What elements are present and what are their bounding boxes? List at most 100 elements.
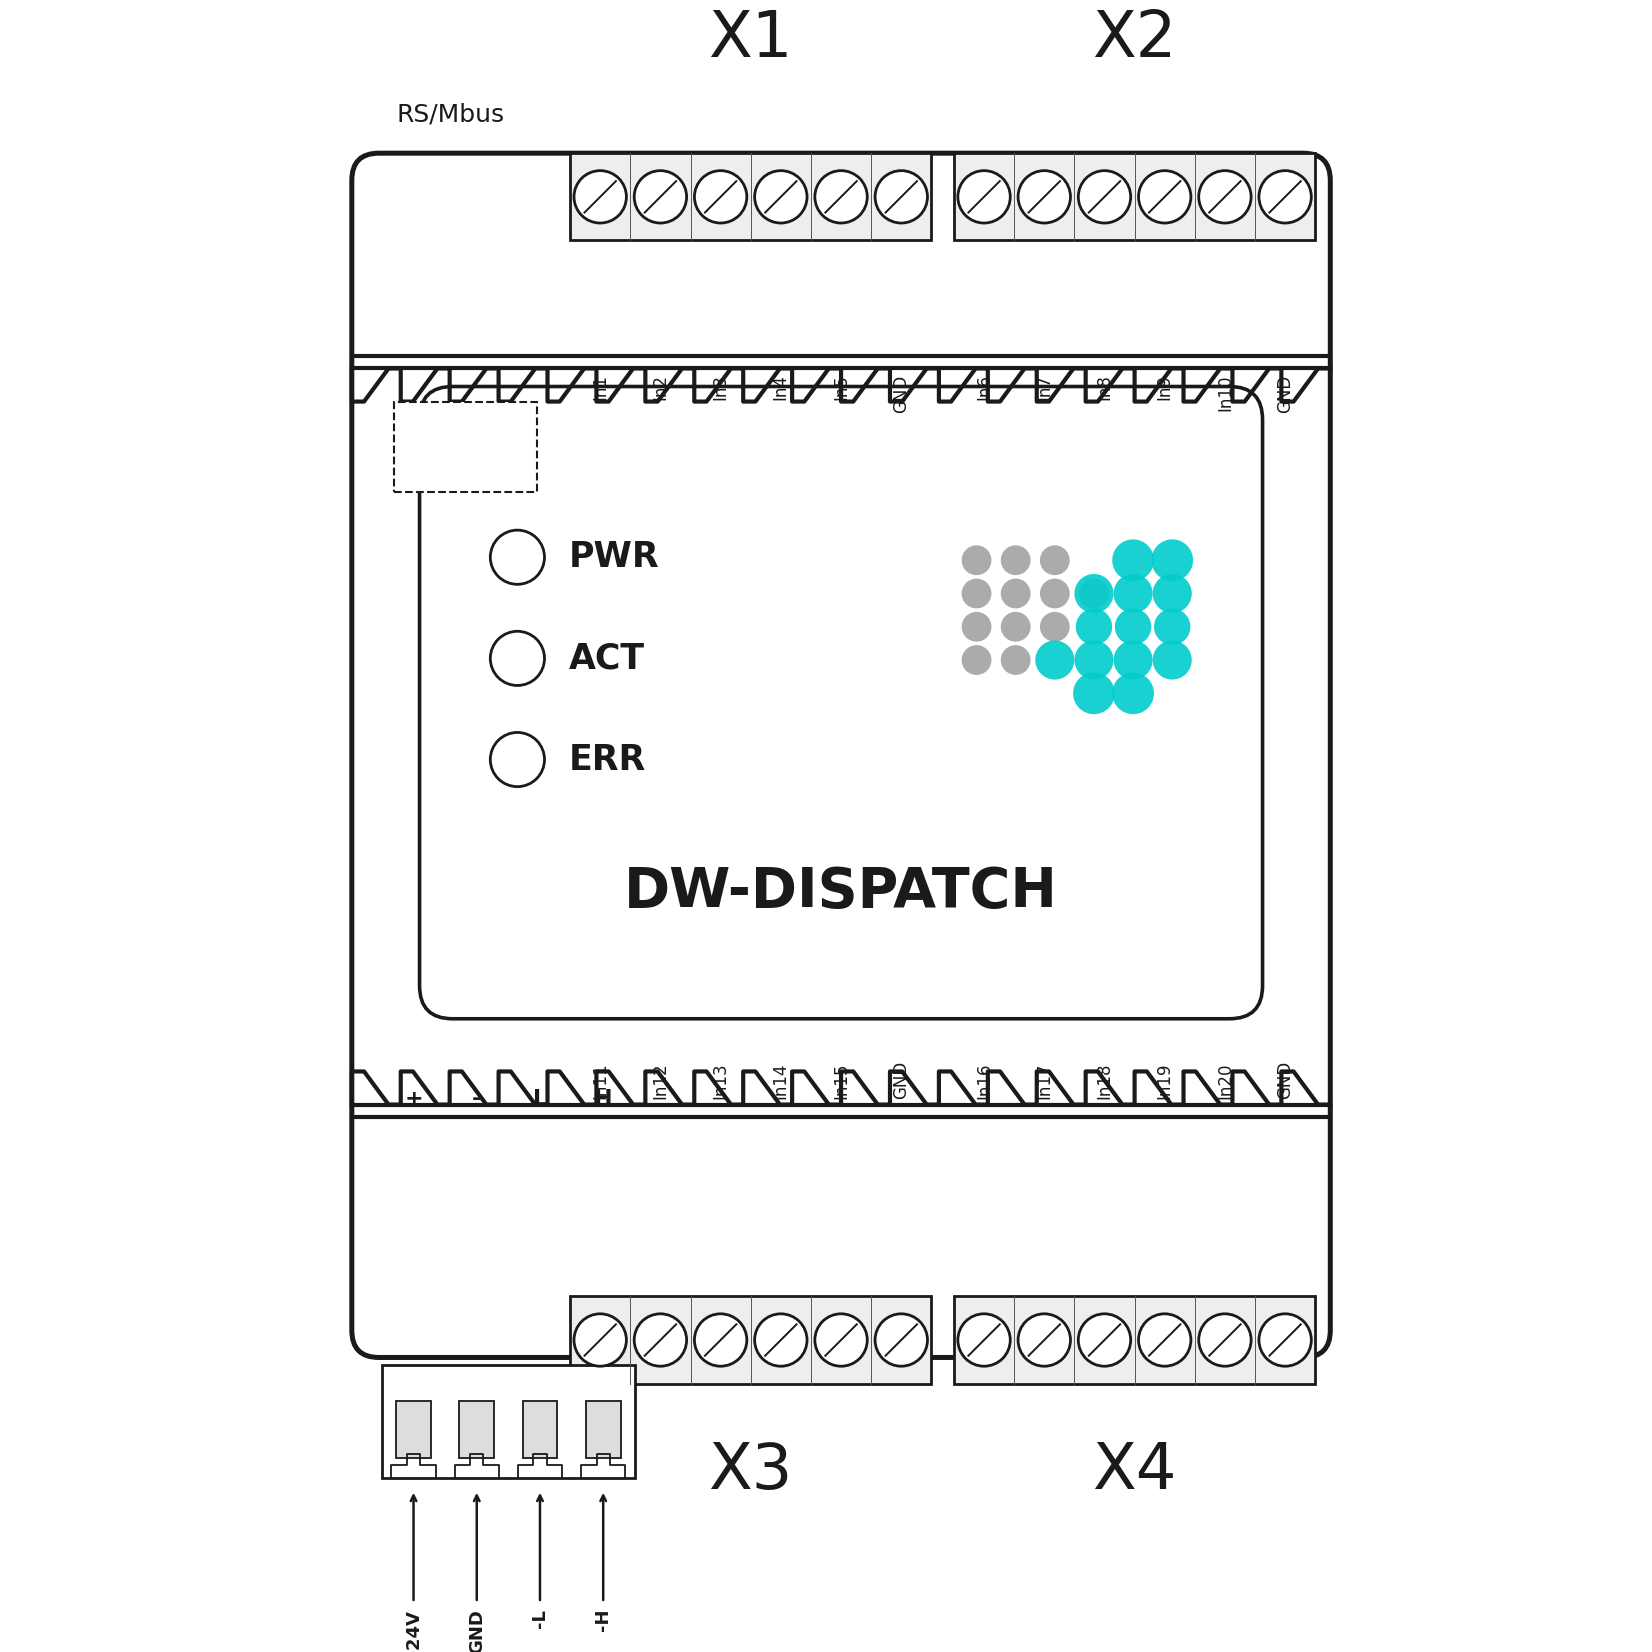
Text: In20: In20	[1216, 1062, 1234, 1099]
Circle shape	[814, 170, 867, 223]
Circle shape	[1153, 641, 1191, 679]
Circle shape	[1001, 646, 1031, 676]
Circle shape	[491, 631, 545, 686]
Circle shape	[1112, 539, 1155, 582]
Text: In5: In5	[833, 375, 851, 400]
Circle shape	[491, 732, 545, 786]
Circle shape	[1259, 170, 1312, 223]
Bar	[570, 154, 932, 241]
Bar	[382, 1365, 634, 1479]
Text: -L: -L	[530, 1609, 548, 1627]
Text: In8: In8	[1095, 375, 1113, 400]
Circle shape	[694, 1313, 747, 1366]
FancyBboxPatch shape	[420, 387, 1262, 1019]
Text: In11: In11	[591, 1062, 610, 1099]
Text: RS/Mbus: RS/Mbus	[396, 102, 506, 126]
Circle shape	[1039, 545, 1070, 575]
Text: In16: In16	[975, 1062, 993, 1099]
Circle shape	[491, 530, 545, 585]
Circle shape	[961, 611, 991, 641]
Text: -H: -H	[595, 1609, 613, 1632]
Circle shape	[1199, 170, 1251, 223]
Text: X1: X1	[709, 8, 793, 71]
Circle shape	[958, 1313, 1011, 1366]
Circle shape	[1039, 578, 1070, 608]
FancyBboxPatch shape	[352, 154, 1330, 1358]
Circle shape	[1079, 578, 1108, 608]
Circle shape	[1074, 641, 1113, 679]
Circle shape	[634, 170, 687, 223]
Circle shape	[1001, 545, 1031, 575]
Bar	[953, 154, 1315, 241]
Circle shape	[1074, 573, 1113, 613]
Text: +24V: +24V	[405, 1609, 423, 1652]
Circle shape	[755, 1313, 808, 1366]
Text: In6: In6	[975, 375, 993, 400]
Bar	[586, 1401, 621, 1457]
Circle shape	[961, 545, 991, 575]
Text: In10: In10	[1216, 375, 1234, 411]
Circle shape	[1113, 573, 1153, 613]
Bar	[953, 1297, 1315, 1384]
Circle shape	[961, 578, 991, 608]
Text: In12: In12	[651, 1062, 669, 1099]
Text: In19: In19	[1156, 1062, 1173, 1099]
Text: PWR: PWR	[568, 540, 659, 575]
Circle shape	[1039, 611, 1070, 641]
Bar	[396, 1401, 431, 1457]
Text: In9: In9	[1156, 375, 1173, 400]
Text: ACT: ACT	[568, 641, 644, 676]
Text: In13: In13	[712, 1062, 730, 1099]
Circle shape	[1138, 170, 1191, 223]
Text: In3: In3	[712, 375, 730, 400]
Circle shape	[755, 170, 808, 223]
Text: +: +	[405, 1089, 423, 1108]
Text: GND: GND	[1275, 1061, 1294, 1099]
Text: In17: In17	[1036, 1062, 1054, 1099]
Circle shape	[1155, 608, 1191, 644]
Text: In18: In18	[1095, 1062, 1113, 1099]
Circle shape	[1112, 672, 1155, 714]
Text: In7: In7	[1036, 375, 1054, 400]
Circle shape	[1115, 608, 1151, 644]
Circle shape	[876, 1313, 927, 1366]
Text: In14: In14	[771, 1062, 790, 1099]
Circle shape	[573, 170, 626, 223]
Circle shape	[1075, 608, 1112, 644]
Text: X2: X2	[1092, 8, 1176, 71]
Circle shape	[814, 1313, 867, 1366]
Text: In2: In2	[651, 375, 669, 400]
Text: L: L	[534, 1089, 547, 1108]
Circle shape	[876, 170, 927, 223]
Text: GND: GND	[468, 1609, 486, 1652]
Bar	[522, 1401, 557, 1457]
Circle shape	[958, 170, 1011, 223]
Circle shape	[1079, 170, 1130, 223]
Circle shape	[1138, 1313, 1191, 1366]
Circle shape	[1018, 1313, 1070, 1366]
Bar	[570, 1297, 932, 1384]
Text: In15: In15	[833, 1062, 851, 1099]
Bar	[393, 401, 537, 492]
Text: In4: In4	[771, 375, 790, 400]
Circle shape	[694, 170, 747, 223]
Circle shape	[1259, 1313, 1312, 1366]
Circle shape	[1153, 573, 1191, 613]
Text: -: -	[472, 1089, 481, 1108]
Circle shape	[1018, 170, 1070, 223]
Circle shape	[573, 1313, 626, 1366]
Text: ERR: ERR	[568, 742, 646, 776]
Bar	[459, 1401, 494, 1457]
Circle shape	[1113, 641, 1153, 679]
Circle shape	[1151, 539, 1193, 582]
Text: GND: GND	[892, 375, 910, 413]
Circle shape	[1001, 611, 1031, 641]
Circle shape	[634, 1313, 687, 1366]
Circle shape	[1036, 641, 1074, 679]
Circle shape	[961, 646, 991, 676]
Text: GND: GND	[892, 1061, 910, 1099]
Circle shape	[1074, 672, 1115, 714]
Circle shape	[1001, 578, 1031, 608]
Text: X4: X4	[1092, 1441, 1176, 1502]
Text: GND: GND	[1275, 375, 1294, 413]
